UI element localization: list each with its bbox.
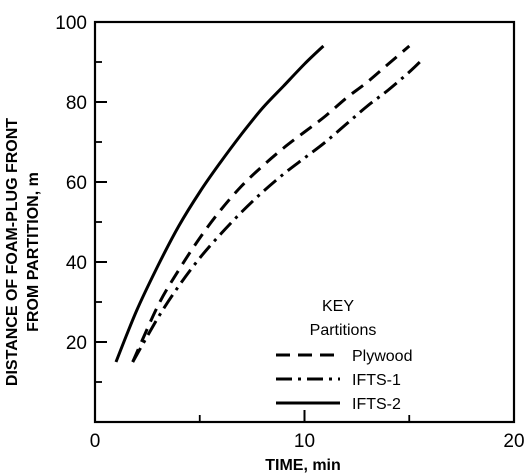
x-tick-label: 0 [90, 431, 101, 452]
series-line-plywood [131, 44, 411, 363]
plot-frame [93, 20, 516, 424]
y-axis-label-line-2: FROM PARTITION, m [25, 172, 42, 332]
legend-label-plywood: Plywood [352, 348, 412, 365]
y-axis-label-line-1: DISTANCE OF FOAM-PLUG FRONT [4, 118, 21, 386]
series-line-ifts-1 [131, 56, 425, 363]
legend-label-ifts-2: IFTS-2 [352, 396, 401, 413]
legend-label-ifts-1: IFTS-1 [352, 372, 401, 389]
y-tick-label: 40 [66, 253, 87, 274]
legend: KEY Partitions Plywood IFTS-1 IFTS-2 [276, 298, 412, 413]
y-tick-label: 60 [66, 173, 87, 194]
series-line-ifts-2 [114, 44, 325, 363]
x-tick-label: 10 [294, 431, 315, 452]
x-axis-label: TIME, min [265, 457, 341, 474]
legend-subtitle: Partitions [310, 322, 377, 339]
legend-title: KEY [322, 298, 354, 315]
x-tick-label: 20 [503, 431, 524, 452]
y-tick-label: 80 [66, 93, 87, 114]
y-tick-label: 100 [55, 13, 87, 34]
y-tick-label: 20 [66, 333, 87, 354]
